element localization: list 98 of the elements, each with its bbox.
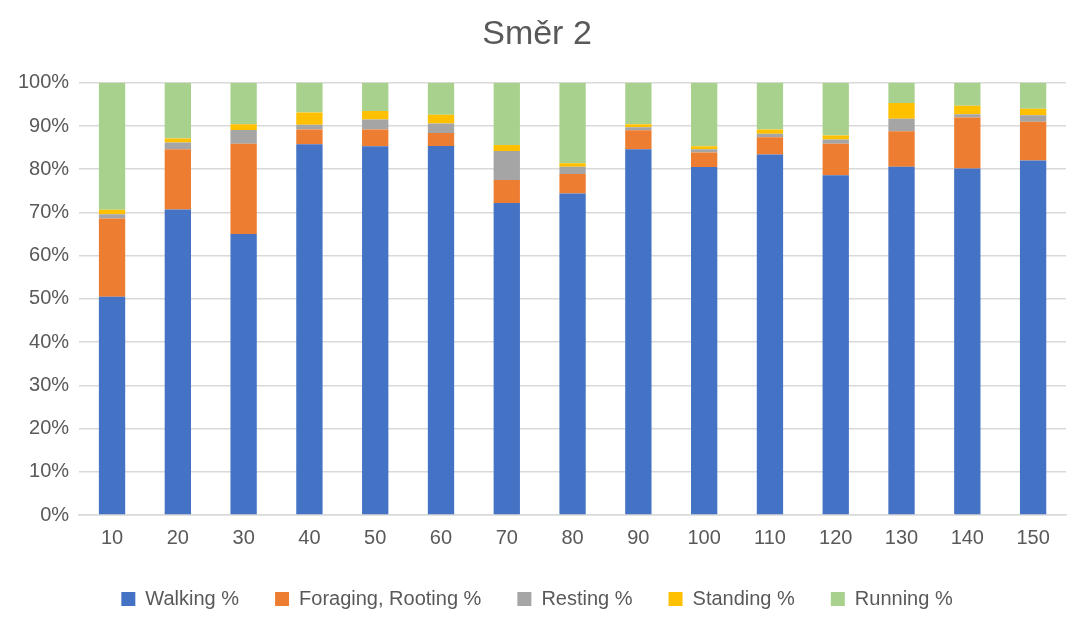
bar — [164, 209, 191, 515]
bar — [296, 129, 323, 145]
bar — [625, 82, 652, 125]
bar — [954, 82, 981, 106]
bar — [822, 143, 849, 176]
bar — [230, 82, 257, 125]
bar — [427, 145, 455, 515]
bar — [164, 149, 191, 210]
bar — [493, 180, 520, 203]
bar — [98, 296, 126, 515]
bar — [691, 152, 718, 168]
x-tick-label: 90 — [627, 525, 650, 548]
y-tick-label: 80% — [29, 156, 70, 179]
bar — [98, 218, 126, 297]
bar — [427, 132, 455, 146]
x-tick-label: 50 — [364, 525, 387, 548]
bar — [296, 112, 323, 125]
bar — [756, 129, 784, 134]
bar — [1019, 121, 1047, 161]
x-tick-label: 100 — [687, 525, 721, 548]
legend-label: Resting % — [541, 586, 633, 609]
y-tick-label: 50% — [29, 286, 70, 309]
bar — [954, 114, 981, 118]
bar — [559, 166, 586, 174]
bar — [559, 82, 586, 164]
bar — [559, 163, 586, 167]
bar — [1019, 108, 1047, 116]
bar — [230, 234, 257, 515]
bar — [493, 151, 520, 181]
y-tick-label: 0% — [40, 502, 70, 525]
bar — [756, 82, 784, 130]
x-tick-label: 20 — [166, 525, 189, 548]
bar — [427, 82, 455, 115]
y-tick-label: 100% — [18, 70, 70, 93]
bar — [954, 117, 981, 169]
bar — [1019, 82, 1047, 109]
bar — [98, 82, 126, 210]
x-tick-label: 140 — [950, 525, 984, 548]
bar — [954, 168, 981, 515]
bar — [954, 105, 981, 115]
y-tick-label: 60% — [29, 243, 70, 266]
bar — [625, 149, 652, 515]
bar — [1019, 115, 1047, 122]
bar — [888, 82, 915, 104]
bar — [296, 144, 323, 515]
bar — [362, 146, 389, 515]
bar — [98, 214, 126, 219]
bar — [691, 82, 718, 147]
bar — [362, 82, 389, 111]
bar — [822, 139, 849, 144]
bar — [822, 175, 849, 515]
bar — [296, 82, 323, 113]
y-tick-label: 20% — [29, 416, 70, 439]
x-tick-label: 150 — [1016, 525, 1050, 548]
bar — [756, 137, 784, 155]
bar — [362, 110, 389, 120]
bar — [362, 129, 389, 147]
x-tick-label: 60 — [429, 525, 453, 548]
bar — [98, 209, 126, 215]
bar — [1019, 160, 1047, 515]
bar — [691, 167, 718, 515]
x-tick-label: 80 — [561, 525, 584, 548]
x-tick-label: 120 — [819, 525, 853, 548]
bar — [164, 82, 191, 139]
bar — [559, 193, 586, 515]
x-tick-label: 30 — [232, 525, 255, 548]
legend-label: Running % — [854, 586, 953, 609]
y-tick-label: 10% — [29, 459, 70, 482]
bar — [888, 118, 915, 132]
y-tick-label: 90% — [29, 113, 70, 136]
x-tick-label: 130 — [884, 525, 919, 548]
bar — [493, 145, 520, 152]
x-tick-label: 70 — [495, 525, 518, 548]
legend-label: Walking % — [145, 586, 240, 609]
bar — [427, 123, 455, 133]
bar — [230, 129, 257, 144]
bar — [230, 124, 257, 130]
y-tick-label: 30% — [29, 372, 70, 395]
bar — [888, 166, 915, 515]
bar — [888, 131, 915, 167]
y-tick-label: 40% — [29, 329, 70, 352]
x-tick-label: 40 — [298, 525, 321, 548]
legend-label: Standing % — [692, 586, 796, 609]
y-tick-label: 70% — [29, 199, 70, 222]
x-tick-label: 10 — [100, 525, 124, 548]
bar — [625, 130, 652, 150]
bar — [756, 154, 784, 515]
legend-label: Foraging, Rooting % — [299, 586, 482, 609]
bar — [822, 82, 849, 136]
bar — [493, 82, 520, 146]
chart-title: Směr 2 — [482, 12, 592, 51]
bar — [427, 114, 455, 124]
bar — [493, 202, 520, 515]
bar — [230, 143, 257, 235]
x-tick-label: 110 — [754, 525, 786, 548]
bar — [164, 142, 191, 150]
bar — [888, 103, 915, 119]
bar — [559, 173, 586, 194]
